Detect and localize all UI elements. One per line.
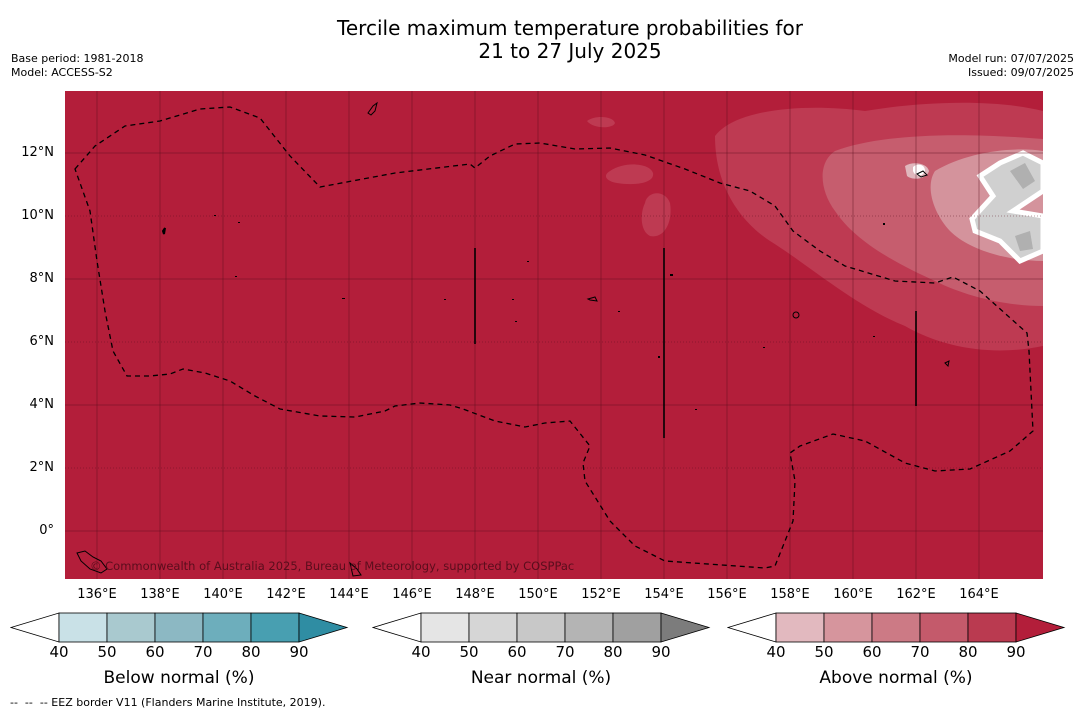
colorbar-below-title: Below normal (%) bbox=[103, 668, 255, 688]
colorbar-near-tick: 60 bbox=[507, 643, 527, 661]
colorbar-below-under-arrow bbox=[10, 612, 60, 643]
colorbar-above-cell bbox=[919, 612, 969, 643]
colorbar-below-normal bbox=[10, 612, 349, 643]
colorbar-above-cell bbox=[775, 612, 825, 643]
colorbar-near-cell bbox=[612, 612, 662, 643]
copyright-text: © Commonwealth of Australia 2025, Bureau… bbox=[90, 559, 574, 573]
colorbar-near-under-arrow bbox=[372, 612, 422, 643]
colorbar-near-tick: 80 bbox=[603, 643, 623, 661]
issued-text: Issued: 09/07/2025 bbox=[967, 66, 1074, 79]
colorbar-near-tick: 50 bbox=[459, 643, 479, 661]
lon-label-140e: 140°E bbox=[203, 587, 243, 602]
colorbar-below-cell bbox=[202, 612, 252, 643]
lon-label-162e: 162°E bbox=[896, 587, 936, 602]
colorbar-below-tick: 90 bbox=[289, 643, 309, 661]
lon-label-156e: 156°E bbox=[707, 587, 747, 602]
colorbar-below-cell bbox=[154, 612, 204, 643]
colorbar-near-over-arrow bbox=[660, 612, 711, 643]
chart-title-line2: 21 to 27 July 2025 bbox=[478, 39, 662, 63]
colorbar-above-over-arrow bbox=[1015, 612, 1066, 643]
meridian-segments bbox=[474, 248, 917, 438]
shading-level-1c bbox=[605, 164, 654, 185]
colorbar-near-tick: 90 bbox=[651, 643, 671, 661]
graticule bbox=[65, 91, 1043, 579]
atoll-dots bbox=[214, 215, 885, 410]
lon-label-148e: 148°E bbox=[455, 587, 495, 602]
colorbar-above-tick: 60 bbox=[862, 643, 882, 661]
colorbar-near-title: Near normal (%) bbox=[470, 668, 612, 688]
lat-label-0: 0° bbox=[39, 523, 54, 538]
colorbar-above-tick: 90 bbox=[1006, 643, 1026, 661]
island-outlines bbox=[76, 101, 950, 577]
colorbar-above-tick: 70 bbox=[910, 643, 930, 661]
colorbar-near-cell bbox=[516, 612, 566, 643]
lat-label-2n: 2°N bbox=[29, 460, 55, 475]
colorbar-near-tick: 70 bbox=[555, 643, 575, 661]
lon-label-164e: 164°E bbox=[959, 587, 999, 602]
colorbar-near-cell bbox=[468, 612, 518, 643]
colorbar-near-normal bbox=[372, 612, 711, 643]
lat-label-6n: 6°N bbox=[29, 334, 55, 349]
colorbar-below-tick: 50 bbox=[97, 643, 117, 661]
colorbar-below-over-arrow bbox=[298, 612, 349, 643]
colorbar-near-cell bbox=[420, 612, 470, 643]
colorbar-near-cell bbox=[564, 612, 614, 643]
colorbar-above-cell bbox=[967, 612, 1017, 643]
eez-border bbox=[74, 106, 1034, 569]
lon-label-146e: 146°E bbox=[392, 587, 432, 602]
lon-label-144e: 144°E bbox=[329, 587, 369, 602]
colorbar-above-title: Above normal (%) bbox=[819, 668, 973, 688]
colorbar-above-tick: 80 bbox=[958, 643, 978, 661]
eez-legend-note: -- -- -- EEZ border V11 (Flanders Marine… bbox=[10, 696, 326, 709]
chart-title-line1: Tercile maximum temperature probabilitie… bbox=[337, 16, 803, 40]
lon-label-154e: 154°E bbox=[644, 587, 684, 602]
lon-label-160e: 160°E bbox=[833, 587, 873, 602]
colorbar-above-cell bbox=[871, 612, 921, 643]
colorbar-above-normal bbox=[727, 612, 1066, 643]
colorbar-above-tick: 50 bbox=[814, 643, 834, 661]
lat-label-4n: 4°N bbox=[29, 397, 55, 412]
colorbar-above-tick: 40 bbox=[766, 643, 786, 661]
probability-map: © Commonwealth of Australia 2025, Bureau… bbox=[65, 91, 1043, 579]
lon-label-150e: 150°E bbox=[518, 587, 558, 602]
shading-level-1b bbox=[641, 193, 671, 237]
colorbar-below-cell bbox=[250, 612, 300, 643]
colorbar-below-cell bbox=[106, 612, 156, 643]
lat-label-10n: 10°N bbox=[21, 208, 54, 223]
colorbar-below-tick: 80 bbox=[241, 643, 261, 661]
colorbar-below-cell bbox=[58, 612, 108, 643]
lon-label-142e: 142°E bbox=[266, 587, 306, 602]
lon-label-152e: 152°E bbox=[581, 587, 621, 602]
lat-label-8n: 8°N bbox=[29, 271, 55, 286]
lon-label-136e: 136°E bbox=[77, 587, 117, 602]
colorbar-below-tick: 60 bbox=[145, 643, 165, 661]
colorbar-below-tick: 70 bbox=[193, 643, 213, 661]
base-period-text: Base period: 1981-2018 bbox=[11, 52, 144, 65]
colorbar-above-cell bbox=[823, 612, 873, 643]
colorbar-below-tick: 40 bbox=[49, 643, 69, 661]
colorbar-near-tick: 40 bbox=[411, 643, 431, 661]
near-normal-dark bbox=[1010, 163, 1035, 251]
lat-label-12n: 12°N bbox=[21, 145, 54, 160]
lon-label-158e: 158°E bbox=[770, 587, 810, 602]
model-run-text: Model run: 07/07/2025 bbox=[948, 52, 1074, 65]
model-text: Model: ACCESS-S2 bbox=[11, 66, 113, 79]
colorbar-above-under-arrow bbox=[727, 612, 777, 643]
lon-label-138e: 138°E bbox=[140, 587, 180, 602]
